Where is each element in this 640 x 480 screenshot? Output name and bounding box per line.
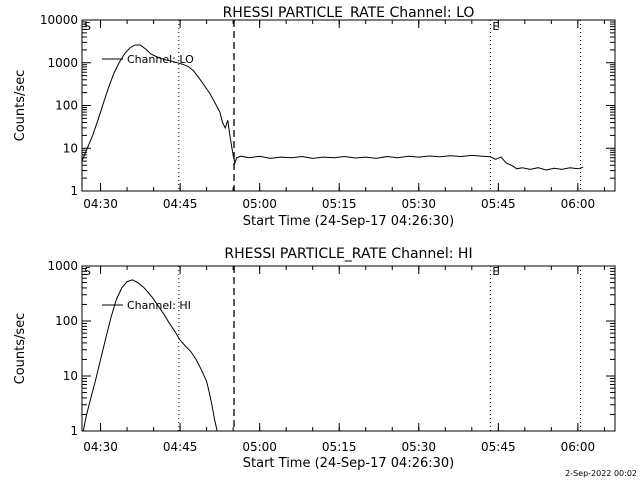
x-tick-label: 05:30: [401, 440, 436, 454]
x-tick-label: 05:45: [481, 197, 516, 211]
y-tick-label: 10: [63, 141, 78, 155]
chart-panel-hi: RHESSI PARTICLE_RATE Channel: HI 1 10 100 10…: [13, 246, 616, 471]
y-axis-label: Counts/sec: [13, 70, 28, 142]
y-tick-label: 1: [70, 424, 78, 438]
x-tick-label: 06:00: [561, 197, 596, 211]
x-tick-label: 05:30: [401, 197, 436, 211]
y-tick-label: 1000: [47, 259, 78, 273]
x-tick-label: 04:45: [163, 197, 198, 211]
series-line: [82, 279, 218, 432]
x-tick-label: 05:15: [322, 197, 357, 211]
x-tick-label: 06:00: [561, 440, 596, 454]
plot-frame: [81, 19, 616, 192]
plot-frame: [81, 265, 616, 432]
start-marker: S: [84, 265, 91, 278]
y-tick-label: 10: [63, 369, 78, 383]
end-marker: E: [492, 20, 499, 33]
series-line: [81, 44, 584, 171]
x-axis-label: Start Time (24-Sep-17 04:26:30): [243, 214, 454, 229]
y-tick-label: 1000: [47, 56, 78, 70]
y-tick-label: 100: [55, 314, 78, 328]
x-axis-label: Start Time (24-Sep-17 04:26:30): [243, 456, 454, 471]
y-tick-label: 1: [70, 184, 78, 198]
plot-timestamp: 2-Sep-2022 00:02: [565, 469, 637, 478]
chart-title: RHESSI PARTICLE_RATE Channel: LO: [223, 5, 475, 21]
x-tick-label: 04:30: [83, 440, 118, 454]
chart-title: RHESSI PARTICLE_RATE Channel: HI: [224, 246, 472, 262]
x-tick-label: 04:45: [163, 440, 198, 454]
end-marker: E: [492, 265, 499, 278]
y-tick-label: 10000: [40, 13, 78, 27]
legend-label: Channel: HI: [127, 299, 191, 312]
y-tick-label: 100: [55, 99, 78, 113]
y-axis-label: Counts/sec: [13, 313, 28, 385]
chart-panel-lo: RHESSI PARTICLE_RATE Channel: LO 1 10 100 10…: [13, 5, 616, 229]
x-tick-label: 05:15: [322, 440, 357, 454]
x-tick-label: 05:00: [242, 197, 277, 211]
x-tick-label: 05:45: [481, 440, 516, 454]
x-tick-label: 04:30: [83, 197, 118, 211]
x-tick-label: 05:00: [242, 440, 277, 454]
start-marker: S: [84, 20, 91, 33]
legend-label: Channel: LO: [127, 53, 194, 66]
